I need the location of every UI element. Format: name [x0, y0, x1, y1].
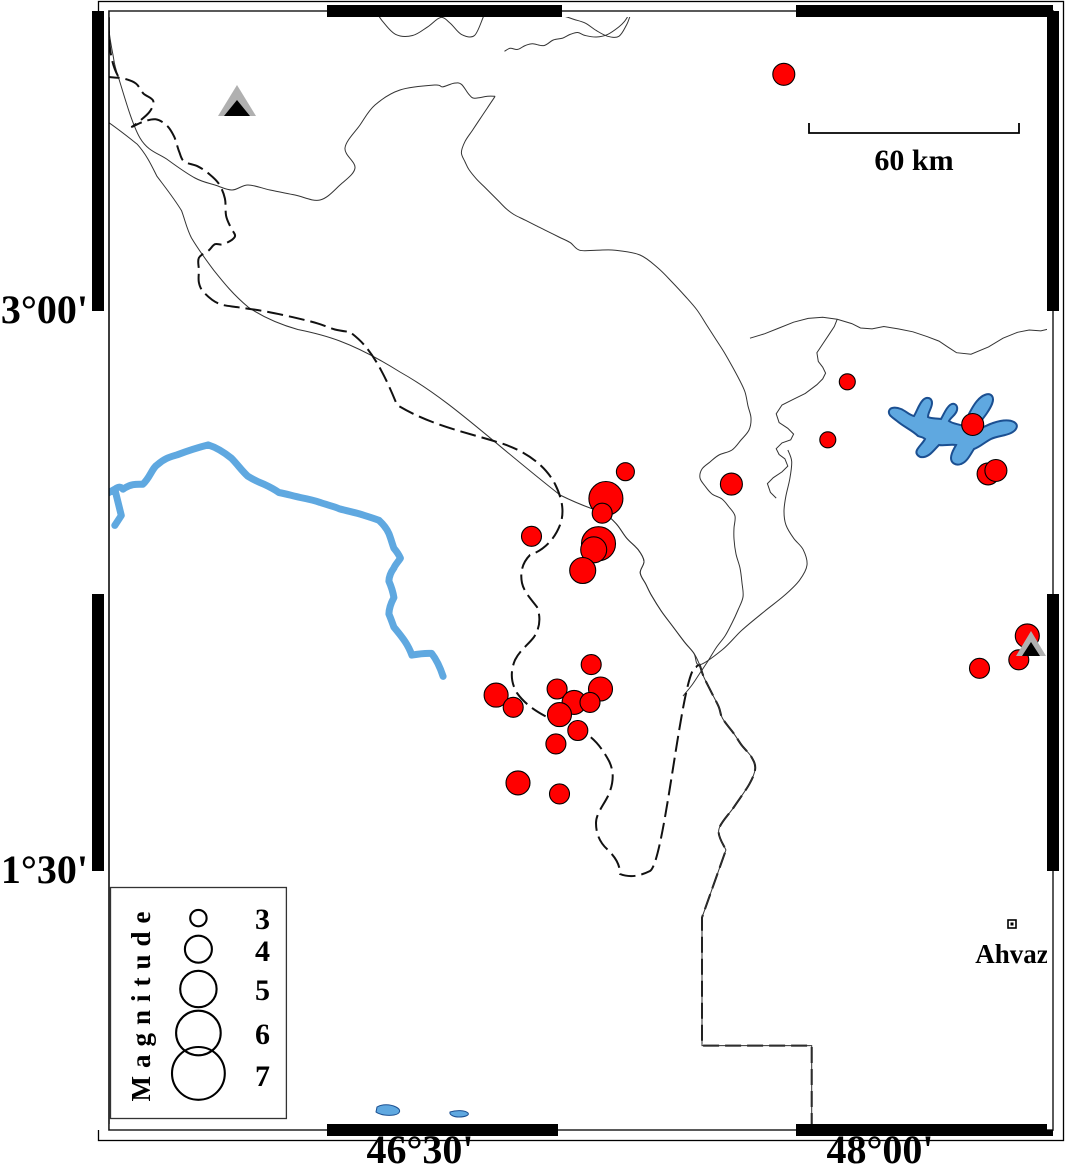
svg-text:3: 3 — [255, 903, 270, 936]
svg-text:31°30': 31°30' — [0, 847, 88, 892]
svg-text:Ahvaz: Ahvaz — [975, 939, 1049, 969]
svg-text:60 km: 60 km — [874, 144, 953, 177]
svg-text:7: 7 — [255, 1060, 270, 1093]
svg-text:5: 5 — [255, 974, 270, 1007]
svg-text:6: 6 — [255, 1018, 270, 1051]
svg-text:Magnitude: Magnitude — [126, 903, 156, 1101]
svg-text:33°00': 33°00' — [0, 287, 88, 332]
svg-text:4: 4 — [255, 935, 270, 968]
